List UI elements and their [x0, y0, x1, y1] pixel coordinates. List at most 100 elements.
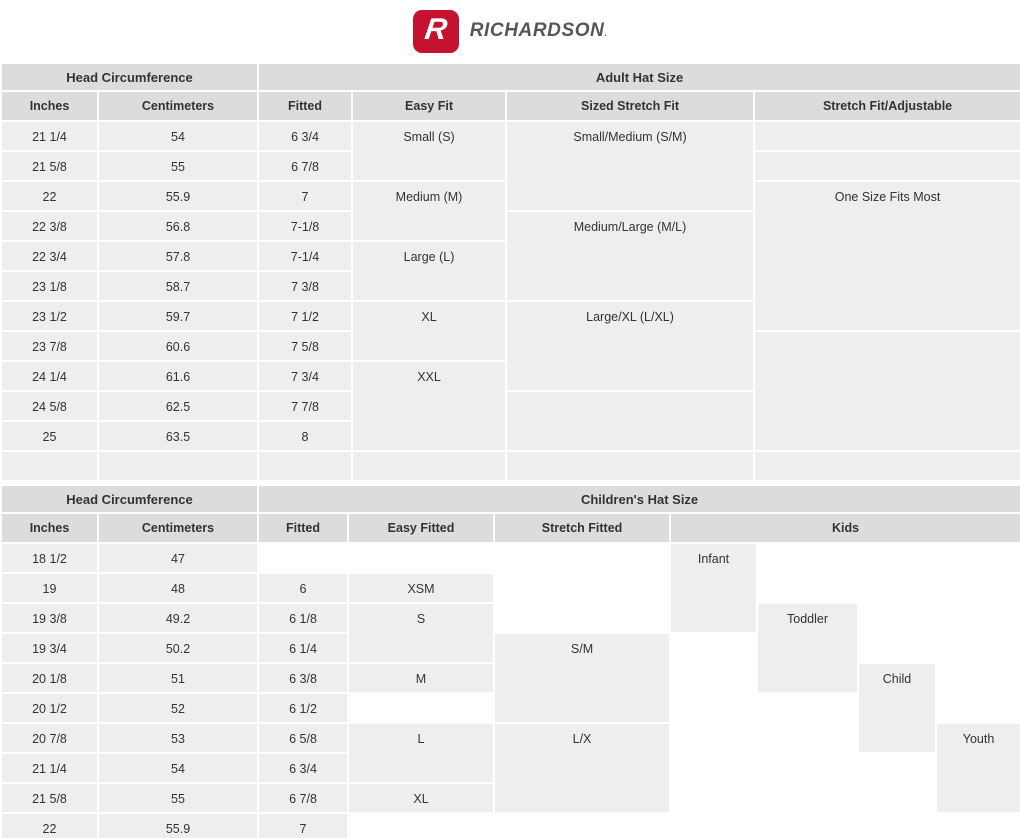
table-cell: 22 3/8 — [0, 210, 99, 242]
table-cell: 56.8 — [96, 210, 260, 242]
table-cell: 51 — [96, 662, 260, 694]
table-cell: 55.9 — [96, 812, 260, 838]
table-cell: Infant — [669, 542, 759, 634]
table-cell: Small/Medium (S/M) — [505, 120, 756, 212]
table-cell — [347, 812, 496, 838]
table-cell: 7 5/8 — [257, 330, 354, 362]
table-cell: One Size Fits Most — [753, 180, 1020, 332]
table-cell: 59.7 — [96, 300, 260, 332]
table-cell — [756, 542, 860, 604]
table-cell — [351, 450, 508, 482]
table-cell: 63.5 — [96, 420, 260, 452]
column-header: Easy Fitted — [347, 512, 496, 544]
adult-hat-size-table: Head Circumference Adult Hat Size Inches Ce… — [0, 62, 1020, 482]
table-cell: 6 1/8 — [257, 602, 350, 634]
table-cell: 22 — [0, 812, 99, 838]
table-cell — [669, 632, 759, 838]
table-cell: 7 — [257, 180, 354, 212]
table-cell: 54 — [96, 752, 260, 784]
table-cell: XL — [351, 300, 508, 362]
table-cell: 18 1/2 — [0, 542, 99, 574]
table-cell: M — [347, 662, 496, 694]
brand-trailing-mark: . — [604, 29, 608, 38]
table-cell — [753, 330, 1020, 452]
group-header: Children's Hat Size — [257, 484, 1020, 514]
table-cell: 6 7/8 — [257, 150, 354, 182]
table-cell: Youth — [935, 722, 1020, 814]
table-cell: 19 3/8 — [0, 602, 99, 634]
table-cell: 7 — [257, 812, 350, 838]
table-cell: Large/XL (L/XL) — [505, 300, 756, 392]
table-cell: 20 7/8 — [0, 722, 99, 754]
table-cell: 20 1/8 — [0, 662, 99, 694]
table-cell — [753, 450, 1020, 482]
brand-name-text: RICHARDSON — [469, 20, 605, 41]
table-cell: S — [347, 602, 496, 664]
table-cell: 7 1/2 — [257, 300, 354, 332]
table-cell — [756, 692, 860, 838]
table-cell: 25 — [0, 420, 99, 452]
column-header: Stretch Fit/Adjustable — [753, 90, 1020, 122]
table-cell: 62.5 — [96, 390, 260, 422]
column-header: Easy Fit — [351, 90, 508, 122]
table-cell: 7 7/8 — [257, 390, 354, 422]
table-cell: 47 — [96, 542, 260, 574]
table-cell: Medium/Large (M/L) — [505, 210, 756, 302]
brand-mark-letter: R — [422, 13, 450, 46]
table-cell — [96, 450, 260, 482]
column-header: Centimeters — [96, 90, 260, 122]
table-cell: Child — [857, 662, 938, 754]
group-header: Head Circumference — [0, 62, 260, 92]
table-cell — [257, 542, 350, 574]
table-cell — [0, 450, 99, 482]
table-cell: 21 1/4 — [0, 752, 99, 784]
table-cell: 6 1/2 — [257, 692, 350, 724]
table-cell — [505, 390, 756, 452]
table-cell: S/M — [493, 632, 672, 724]
table-cell — [753, 150, 1020, 182]
table-cell: L/X — [493, 722, 672, 814]
table-cell: 19 — [0, 572, 99, 604]
column-header: Fitted — [257, 90, 354, 122]
group-header: Head Circumference — [0, 484, 260, 514]
table-cell: 22 3/4 — [0, 240, 99, 272]
children-hat-size-table: Head Circumference Children's Hat Size Inc… — [0, 484, 1020, 838]
column-header: Stretch Fitted — [493, 512, 672, 544]
table-cell: 53 — [96, 722, 260, 754]
table-cell: 24 5/8 — [0, 390, 99, 422]
table-cell: XSM — [347, 572, 496, 604]
table-cell: 49.2 — [96, 602, 260, 634]
table-cell: 6 5/8 — [257, 722, 350, 754]
table-cell: 24 1/4 — [0, 360, 99, 392]
table-cell: 6 3/4 — [257, 120, 354, 152]
size-chart: Head Circumference Adult Hat Size Inches Ce… — [0, 62, 1020, 838]
table-cell: 23 7/8 — [0, 330, 99, 362]
table-cell: 6 — [257, 572, 350, 604]
table-cell: L — [347, 722, 496, 784]
table-cell: 54 — [96, 120, 260, 152]
table-cell: 6 1/4 — [257, 632, 350, 664]
table-cell: 7-1/8 — [257, 210, 354, 242]
table-cell: 52 — [96, 692, 260, 724]
column-header: Fitted — [257, 512, 350, 544]
table-cell — [753, 120, 1020, 152]
table-cell — [493, 812, 672, 838]
table-cell: 23 1/2 — [0, 300, 99, 332]
table-cell — [493, 542, 672, 634]
table-cell: Large (L) — [351, 240, 508, 302]
table-cell — [857, 542, 938, 664]
table-cell: XL — [347, 782, 496, 814]
table-cell — [347, 542, 496, 574]
brand-name: RICHARDSON. — [470, 20, 608, 42]
table-cell: 8 — [257, 420, 354, 452]
table-cell: 6 3/4 — [257, 752, 350, 784]
table-cell: 6 7/8 — [257, 782, 350, 814]
table-cell — [935, 812, 1020, 838]
table-cell: XXL — [351, 360, 508, 452]
table-cell: 55.9 — [96, 180, 260, 212]
table-cell: 55 — [96, 150, 260, 182]
table-cell: 6 3/8 — [257, 662, 350, 694]
table-cell — [505, 450, 756, 482]
richardson-brand-mark-icon: R — [412, 9, 459, 53]
column-header: Inches — [0, 512, 99, 544]
